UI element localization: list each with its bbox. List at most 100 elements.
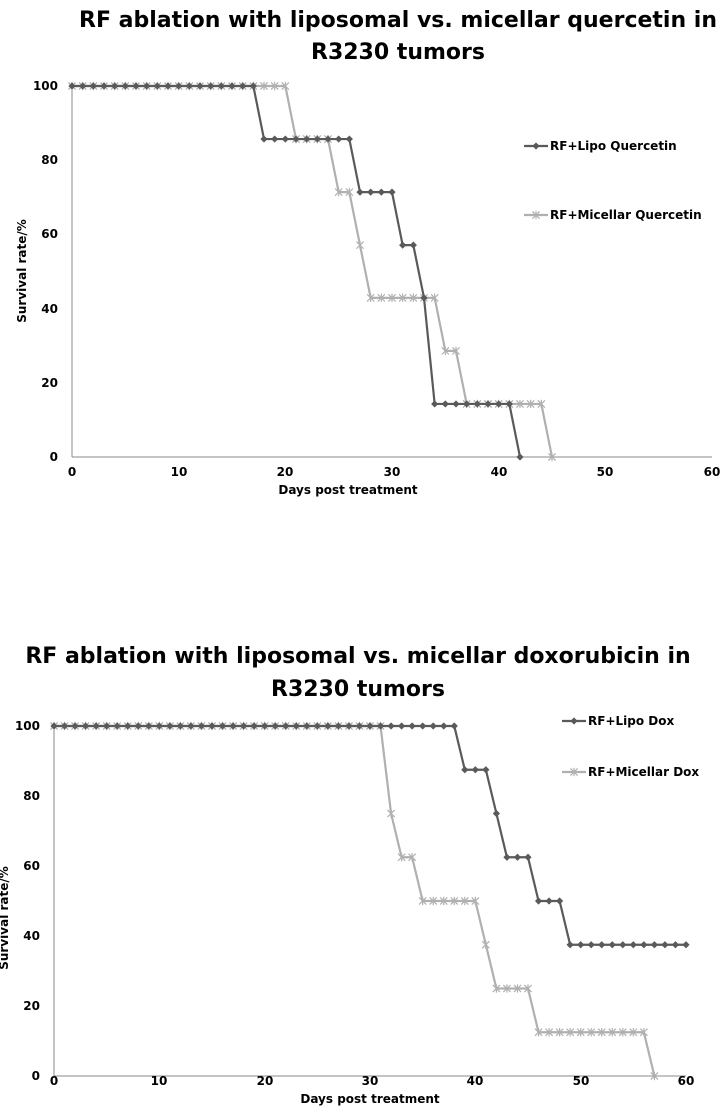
- data-point: [271, 722, 279, 730]
- data-point: [440, 722, 448, 730]
- data-point: [629, 941, 637, 949]
- data-point: [50, 722, 58, 730]
- data-point: [409, 241, 417, 249]
- data-point: [82, 722, 90, 730]
- data-point: [526, 399, 535, 409]
- data-point: [366, 722, 374, 730]
- y-tick-label: 80: [41, 153, 58, 167]
- data-point: [450, 722, 458, 730]
- data-point: [166, 722, 174, 730]
- x-tick-label: 10: [151, 1074, 168, 1088]
- data-point: [208, 722, 216, 730]
- data-point: [650, 1071, 659, 1081]
- y-tick-label: 20: [41, 376, 58, 390]
- data-point: [303, 135, 311, 143]
- data-point: [176, 722, 184, 730]
- series-rf-lipo-dox: [50, 722, 690, 949]
- data-point: [92, 722, 100, 730]
- data-point: [619, 941, 627, 949]
- x-tick-label: 50: [573, 1074, 590, 1088]
- legend-label: RF+Lipo Dox: [588, 714, 674, 728]
- legend-item: RF+Lipo Quercetin: [524, 139, 677, 153]
- data-point: [153, 82, 161, 90]
- data-point: [260, 135, 268, 143]
- data-point: [492, 809, 500, 818]
- x-tick-label: 40: [491, 465, 508, 479]
- data-point: [577, 941, 585, 949]
- x-tick-label: 60: [704, 465, 721, 479]
- data-point: [229, 722, 237, 730]
- data-point: [345, 135, 353, 143]
- data-point: [534, 1028, 543, 1037]
- legend-swatch-marker: [570, 717, 578, 725]
- data-point: [124, 722, 132, 730]
- data-point: [450, 896, 459, 906]
- data-point: [513, 853, 522, 861]
- x-tick-label: 0: [68, 465, 76, 479]
- data-point: [419, 722, 427, 730]
- data-point: [408, 722, 416, 730]
- data-point: [334, 722, 342, 730]
- data-point: [629, 1028, 638, 1037]
- data-point: [387, 809, 396, 818]
- data-point: [608, 941, 616, 949]
- y-tick-label: 80: [23, 789, 40, 803]
- x-tick-label: 30: [362, 1074, 379, 1088]
- y-tick-label: 100: [33, 79, 58, 93]
- data-point: [132, 82, 140, 90]
- data-point: [335, 135, 343, 143]
- y-tick-label: 20: [23, 999, 40, 1013]
- x-tick-label: 20: [277, 465, 294, 479]
- x-tick-label: 40: [467, 1074, 484, 1088]
- x-axis-label: Days post treatment: [300, 1092, 440, 1106]
- data-point: [492, 984, 501, 993]
- data-point: [430, 293, 439, 303]
- chart-title-line-1: RF ablation with liposomal vs. micellar …: [79, 8, 717, 33]
- data-point: [387, 722, 395, 730]
- x-tick-label: 60: [678, 1074, 695, 1088]
- data-point: [187, 722, 195, 730]
- data-point: [228, 82, 236, 90]
- y-tick-labels: 0 20 40 60 80 100: [15, 719, 40, 1083]
- legend-swatch-marker: [531, 210, 541, 220]
- chart-title-line-2: R3230 tumors: [311, 40, 485, 65]
- data-point: [366, 293, 375, 303]
- x-axis-label: Days post treatment: [278, 483, 418, 497]
- data-point: [261, 722, 269, 730]
- data-point: [324, 135, 332, 143]
- data-point: [207, 82, 215, 90]
- data-point: [175, 82, 183, 90]
- legend: RF+Lipo Quercetin RF+Micellar Quercetin: [524, 139, 702, 222]
- legend-swatch-marker: [569, 767, 579, 777]
- data-point: [134, 722, 142, 730]
- data-point: [441, 400, 449, 408]
- data-point: [164, 82, 172, 90]
- data-point: [185, 82, 193, 90]
- data-point: [495, 400, 503, 408]
- series-line: [54, 724, 656, 1077]
- data-point: [661, 941, 669, 949]
- legend-marker: [569, 767, 579, 777]
- data-point: [313, 135, 321, 143]
- data-point: [461, 766, 469, 774]
- legend-label: RF+Lipo Quercetin: [550, 139, 677, 153]
- data-point: [376, 722, 385, 730]
- legend-marker: [532, 142, 540, 150]
- legend-swatch-marker: [532, 142, 540, 150]
- data-point: [409, 293, 418, 303]
- data-point: [639, 1028, 648, 1037]
- series-line: [54, 724, 686, 946]
- data-point: [516, 453, 524, 461]
- data-point: [682, 941, 690, 949]
- data-point: [463, 400, 471, 408]
- data-point: [334, 187, 343, 197]
- series-rf-micellar-dox: [49, 721, 659, 1081]
- x-tick-label: 30: [384, 465, 401, 479]
- data-point: [292, 722, 300, 730]
- data-point: [259, 81, 269, 91]
- data-point: [281, 81, 290, 91]
- data-point: [377, 188, 385, 196]
- data-point: [503, 853, 511, 861]
- data-point: [671, 941, 680, 949]
- x-tick-labels: 0 10 20 30 40 50 60: [68, 465, 721, 479]
